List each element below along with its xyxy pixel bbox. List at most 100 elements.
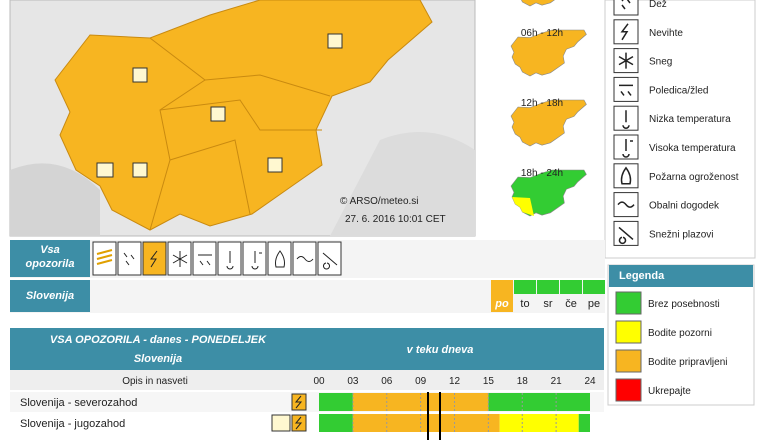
- row-name: Slovenija - jugozahod: [20, 418, 125, 430]
- type-label: Obalni dogodek: [649, 201, 720, 212]
- type-glyph: [620, 166, 632, 185]
- warning-icons: [96, 33, 343, 178]
- filter-label: Vsa opozorila: [10, 240, 90, 277]
- warning-type[interactable]: Obalni dogodek: [613, 192, 720, 218]
- filter-icon[interactable]: [92, 241, 117, 276]
- period-label: 12h - 18h: [521, 98, 563, 109]
- timeline-segment: [319, 393, 353, 411]
- warning-type[interactable]: Nizka temperatura: [613, 105, 731, 131]
- timeline-segment: [488, 393, 590, 411]
- table-region: Slovenija: [134, 353, 182, 365]
- day-bar[interactable]: [560, 280, 582, 294]
- region-label: Slovenija: [10, 280, 90, 312]
- type-glyph: [620, 23, 629, 41]
- type-label: Poledica/žled: [649, 85, 708, 96]
- type-label: Sneg: [649, 57, 672, 68]
- filter-glyph: [322, 252, 338, 270]
- filter-glyph: [226, 251, 234, 270]
- filter-icon-box: [192, 241, 217, 276]
- day-bar[interactable]: [583, 280, 605, 294]
- type-label: Dež: [649, 0, 667, 10]
- type-icon: [613, 76, 639, 102]
- warning-type[interactable]: Poledica/žled: [613, 76, 708, 102]
- filter-icon[interactable]: [267, 241, 292, 276]
- day-tab[interactable]: pe: [588, 298, 600, 310]
- type-icon: [613, 0, 639, 16]
- terrain: [330, 132, 475, 236]
- filter-icon[interactable]: [292, 241, 317, 276]
- table-title: VSA OPOZORILA - danes - PONEDELJEK: [50, 334, 267, 346]
- day-tab[interactable]: če: [565, 298, 577, 310]
- day-tab[interactable]: sr: [543, 298, 553, 310]
- day-active[interactable]: [491, 294, 513, 312]
- filter-glyph: [251, 251, 262, 270]
- hour-label: 09: [415, 376, 427, 387]
- filter-glyph: [172, 251, 188, 267]
- map-timestamp: 27. 6. 2016 10:01 CET: [345, 214, 446, 225]
- timeline-segment: [352, 414, 500, 432]
- day-bar[interactable]: [491, 280, 513, 294]
- filter-icon[interactable]: [167, 241, 192, 276]
- warning-type[interactable]: Snežni plazovi: [613, 220, 713, 246]
- row-icon: [271, 414, 291, 432]
- type-glyph: [621, 0, 631, 10]
- type-label: Požarna ogroženost: [649, 172, 739, 183]
- mini-map[interactable]: [510, 169, 587, 217]
- warning-type[interactable]: Dež: [613, 0, 667, 16]
- map-credit: © ARSO/meteo.si: [340, 196, 419, 207]
- filter-icon-box: [267, 241, 292, 276]
- legend-label: Bodite pripravljeni: [648, 357, 728, 368]
- filter-glyph: [198, 254, 212, 266]
- type-label: Visoka temperatura: [649, 143, 736, 154]
- type-glyph: [617, 201, 635, 208]
- warning-type[interactable]: Nevihte: [613, 19, 683, 45]
- filter-icon[interactable]: [242, 241, 267, 276]
- row-name: Slovenija - severozahod: [20, 397, 137, 409]
- filter-glyph: [275, 250, 285, 268]
- type-glyph: [622, 139, 633, 158]
- mini-map[interactable]: [510, 0, 587, 7]
- day-tab[interactable]: po: [494, 298, 509, 310]
- warning-type[interactable]: Sneg: [613, 48, 672, 74]
- mini-map-shape: [510, 0, 587, 7]
- filter-icon[interactable]: [142, 241, 167, 276]
- terrain: [10, 163, 100, 236]
- type-label: Nizka temperatura: [649, 114, 731, 125]
- table-subheader: [10, 370, 604, 390]
- now-marker: [427, 392, 441, 440]
- hour-label: 21: [551, 376, 563, 387]
- hour-label: 18: [517, 376, 529, 387]
- warning-type[interactable]: Visoka temperatura: [613, 134, 736, 160]
- timeline-label: v teku dneva: [407, 344, 474, 356]
- row-icon-glyph: [294, 395, 303, 409]
- hour-label: 15: [483, 376, 495, 387]
- timeline-segment: [578, 414, 590, 432]
- type-glyph: [618, 226, 634, 245]
- filter-icon[interactable]: [192, 241, 217, 276]
- day-bar[interactable]: [537, 280, 559, 294]
- type-label: Snežni plazovi: [649, 229, 713, 240]
- table-header: [10, 328, 604, 370]
- filter-glyph: [123, 252, 135, 266]
- region-borders: [149, 37, 331, 231]
- day-bar[interactable]: [514, 280, 536, 294]
- timeline-segment: [499, 414, 579, 432]
- filter-icon[interactable]: [317, 241, 342, 276]
- warning-type[interactable]: Požarna ogroženost: [613, 163, 739, 189]
- filter-icon-box: [92, 241, 117, 276]
- legend-label: Brez posebnosti: [648, 299, 720, 310]
- filter-icon[interactable]: [217, 241, 242, 276]
- day-tab[interactable]: to: [520, 298, 529, 310]
- filter-icon[interactable]: [117, 241, 142, 276]
- hour-label: 24: [584, 376, 596, 387]
- row-icon-glyph: [294, 416, 303, 430]
- legend-label: Ukrepajte: [648, 386, 691, 397]
- type-glyph: [619, 84, 633, 96]
- type-label: Nevihte: [649, 28, 683, 39]
- type-glyph: [618, 52, 634, 69]
- filter-glyph: [96, 249, 113, 265]
- period-label: 06h - 12h: [521, 28, 563, 39]
- filter-glyph: [296, 256, 314, 262]
